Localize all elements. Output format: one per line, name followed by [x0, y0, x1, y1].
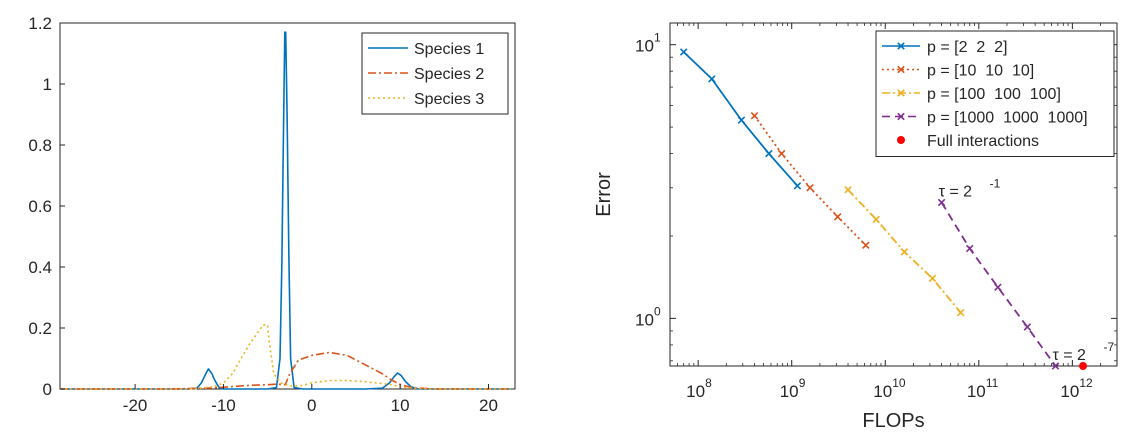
- data-point: [900, 248, 909, 256]
- tau-annotation-2: τ = 2: [1052, 347, 1086, 364]
- data-point: [737, 116, 746, 124]
- x-tick-label: 10: [391, 396, 410, 415]
- data-point: [793, 182, 802, 190]
- x-tick-label: 10: [873, 382, 892, 401]
- legend-label-2: p = [10 10 10]: [927, 63, 1034, 80]
- data-point: [956, 308, 965, 317]
- legend-label-2: Species 2: [414, 66, 484, 83]
- legend-label-3: Species 3: [414, 91, 484, 108]
- legend-marker-3: [897, 89, 905, 97]
- data-point: [777, 149, 786, 158]
- legend-label-1: Species 1: [414, 41, 484, 58]
- y-tick-label: 10: [635, 37, 654, 56]
- series-line-3: [60, 324, 511, 390]
- y-tick-label: 1: [43, 75, 52, 94]
- data-point: [844, 186, 852, 194]
- data-point: [806, 184, 814, 192]
- data-point: [750, 111, 759, 120]
- x-tick-label: 0: [307, 396, 316, 415]
- data-point: [862, 241, 870, 250]
- x-tick-label: 10: [780, 382, 799, 401]
- y-tick-label: 0.6: [28, 197, 52, 216]
- data-point: [937, 198, 946, 207]
- data-point: [1051, 362, 1060, 370]
- x-tick-label: -20: [123, 396, 148, 415]
- data-point: [708, 75, 716, 83]
- x-tick-label: 10: [686, 382, 705, 401]
- x-tick-label-exponent: 8: [705, 376, 712, 390]
- y-tick-label-exponent: 1: [654, 31, 661, 45]
- legend-marker-2: [897, 65, 905, 74]
- x-tick-label-exponent: 11: [986, 376, 999, 390]
- species-density-chart: -20 -10 0 10 20 0 0.2 0.4 0.6 0.8 1 1.2 Species 1 Spe…: [28, 14, 516, 415]
- data-point: [928, 274, 937, 283]
- legend-marker-4: [897, 112, 905, 121]
- legend-marker-1: [897, 42, 905, 50]
- x-tick-label: 10: [1060, 382, 1079, 401]
- tau-annotation-exponent-2: -7: [1103, 340, 1114, 354]
- legend-marker-5: [897, 136, 905, 144]
- series-line-1: [60, 31, 511, 390]
- legend-label-1: p = [2 2 2]: [927, 39, 1008, 56]
- legend-label-4: p = [1000 1000 1000]: [927, 110, 1088, 127]
- y-tick-label: 0: [43, 380, 52, 399]
- y-tick-label: 10: [635, 310, 654, 329]
- data-point: [1023, 323, 1032, 331]
- y-tick-label: 0.4: [28, 258, 52, 277]
- tau-annotation-1: τ = 2: [939, 184, 973, 201]
- legend-label-5: Full interactions: [927, 133, 1039, 150]
- data-point: [994, 283, 1002, 291]
- x-tick-label: 20: [479, 396, 498, 415]
- y-tick-label: 0.2: [28, 319, 52, 338]
- data-point: [965, 244, 974, 253]
- data-point: [1079, 362, 1088, 370]
- x-axis-label: FLOPs: [862, 410, 924, 432]
- x-tick-label: 10: [967, 382, 986, 401]
- y-axis-label: Error: [593, 172, 615, 217]
- y-tick-label: 1.2: [28, 14, 52, 33]
- x-tick-label-exponent: 12: [1079, 376, 1093, 390]
- legend-label-3: p = [100 100 100]: [927, 86, 1061, 103]
- x-tick-label-exponent: 10: [892, 376, 906, 390]
- x-tick-label: -10: [211, 396, 236, 415]
- legend-box: [361, 32, 509, 115]
- tau-annotation-exponent-1: -1: [990, 177, 1001, 191]
- y-tick-label-exponent: 0: [654, 304, 661, 318]
- y-tick-label: 0.8: [28, 136, 52, 155]
- x-tick-label-exponent: 9: [799, 376, 806, 390]
- data-point: [765, 149, 773, 158]
- data-point: [679, 48, 688, 56]
- data-point: [872, 215, 880, 224]
- data-point: [833, 213, 842, 221]
